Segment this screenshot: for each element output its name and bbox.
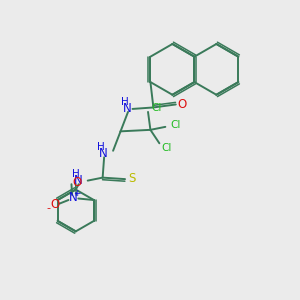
Text: Cl: Cl [162, 143, 172, 153]
Text: N: N [69, 191, 77, 204]
Text: S: S [128, 172, 136, 185]
Text: N: N [99, 147, 108, 160]
Text: -: - [46, 203, 50, 213]
Text: +: + [73, 189, 81, 198]
Text: O: O [178, 98, 187, 111]
Text: N: N [123, 102, 131, 116]
Text: H: H [121, 98, 129, 107]
Text: H: H [97, 142, 105, 152]
Text: Cl: Cl [151, 103, 162, 113]
Text: O: O [50, 198, 60, 211]
Text: Cl: Cl [171, 120, 181, 130]
Text: O: O [72, 176, 81, 189]
Text: N: N [74, 174, 82, 187]
Text: H: H [72, 169, 80, 179]
